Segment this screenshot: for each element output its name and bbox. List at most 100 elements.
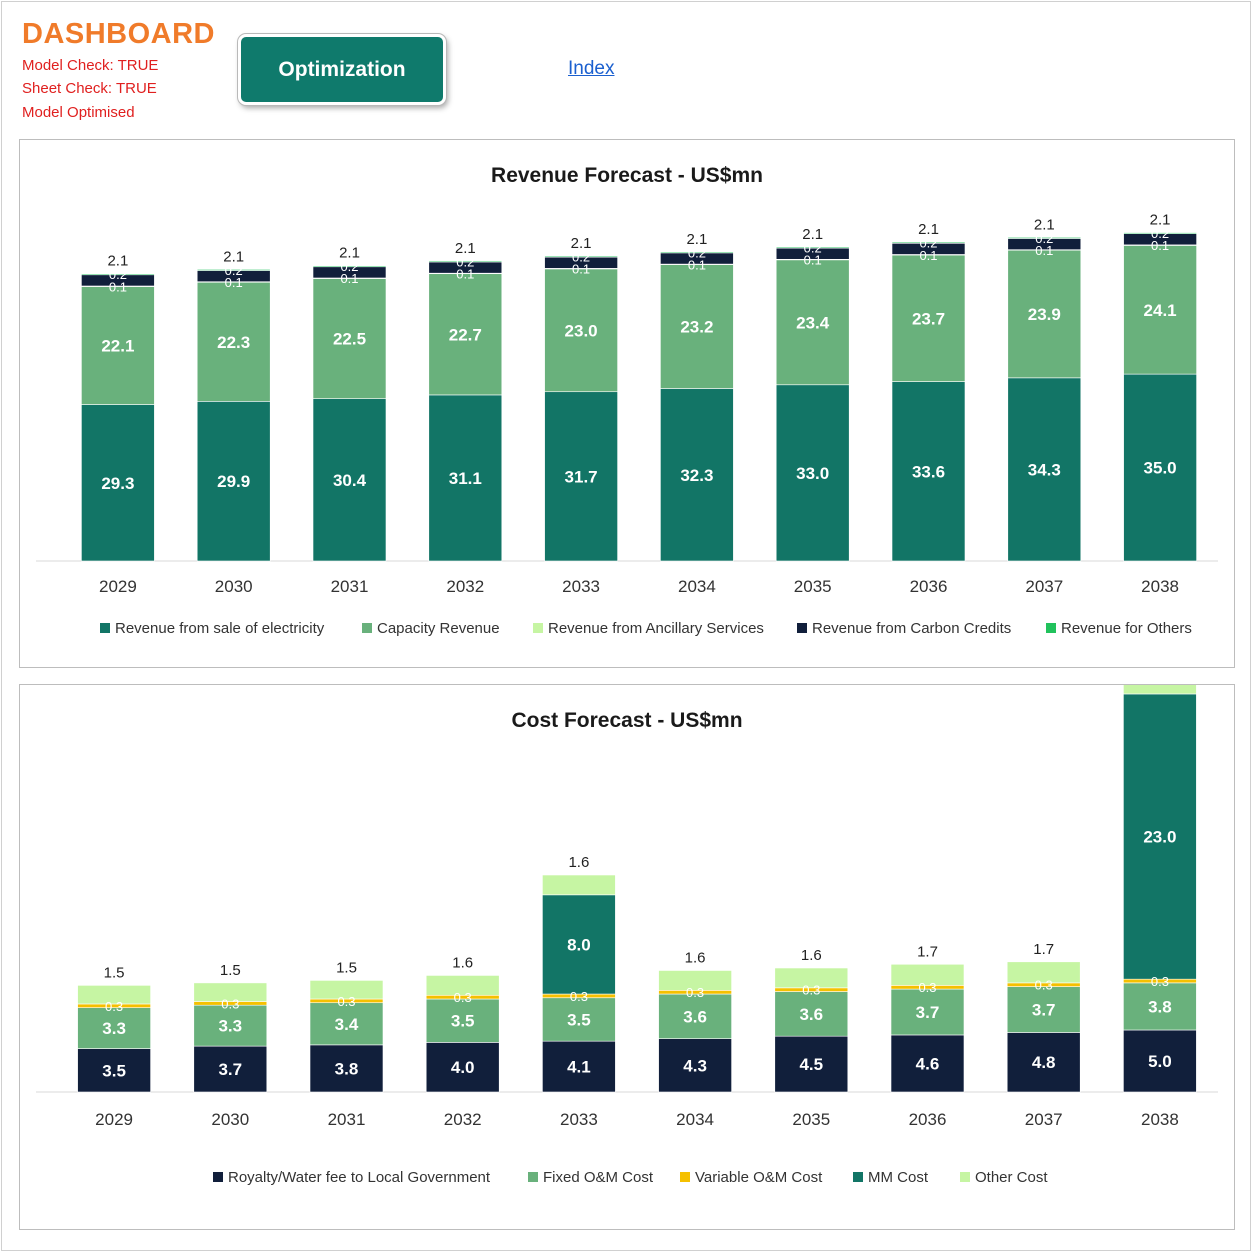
legend-swatch [533,623,543,633]
legend-swatch [362,623,372,633]
revenue-bar-capacity-revenue-2034 [660,264,734,389]
cost-label-royalty-water-fee-to-local-government-2032: 4.0 [451,1058,475,1077]
revenue-label-revenue-for-others-2037: 0.2 [1035,231,1053,246]
cost-legend-item-other-cost: Other Cost [960,1169,1048,1186]
cost-bar-royalty-water-fee-to-local-government-2030 [193,1045,268,1093]
legend-label: Revenue for Others [1061,620,1192,637]
revenue-label-capacity-revenue-2029: 22.1 [101,337,134,356]
cost-legend-item-mm-cost: MM Cost [853,1169,929,1186]
revenue-bar-capacity-revenue-2037 [1007,249,1082,379]
revenue-label-capacity-revenue-2037: 23.9 [1028,305,1061,324]
revenue-label-capacity-revenue-2033: 23.0 [565,321,598,340]
cost-bar-other-cost-2037 [1006,961,1081,984]
revenue-legend-item-revenue-from-carbon-credits: Revenue from Carbon Credits [797,620,1011,637]
cost-bar-royalty-water-fee-to-local-government-2034 [658,1038,732,1093]
revenue-bar-revenue-from-sale-of-electricity-2031 [312,398,387,562]
cost-label-fixed-o-m-cost-2036: 3.7 [916,1003,940,1022]
cost-bar-other-cost-2032 [425,975,500,996]
legend-label: Revenue from sale of electricity [115,620,325,637]
revenue-bar-revenue-for-others-2030 [196,269,271,271]
revenue-x-tick-2029: 2029 [99,577,137,596]
cost-label-royalty-water-fee-to-local-government-2035: 4.5 [799,1055,823,1074]
revenue-label-revenue-from-carbon-credits-2033: 2.1 [571,235,592,252]
revenue-bar-revenue-from-sale-of-electricity-2038 [1123,373,1197,562]
cost-bar-other-cost-2031 [309,980,384,1000]
model-optimised-status: Model Optimised [22,104,135,121]
revenue-chart-title: Revenue Forecast - US$mn [491,164,763,187]
revenue-bar-capacity-revenue-2035 [775,259,850,386]
cost-label-mm-cost-2033: 8.0 [567,935,591,954]
revenue-label-revenue-from-sale-of-electricity-2036: 33.6 [912,462,945,481]
cost-label-other-cost-2033: 1.6 [568,854,589,871]
cost-x-tick-2029: 2029 [95,1110,133,1129]
cost-label-fixed-o-m-cost-2035: 3.6 [799,1005,823,1024]
revenue-bar-revenue-from-sale-of-electricity-2030 [196,401,271,562]
cost-label-royalty-water-fee-to-local-government-2037: 4.8 [1032,1053,1056,1072]
cost-x-tick-2034: 2034 [676,1110,714,1129]
sheet-check-status: Sheet Check: TRUE [22,80,157,97]
legend-swatch [797,623,807,633]
cost-label-variable-o-m-cost-2034: 0.3 [686,985,704,1000]
cost-x-tick-2038: 2038 [1141,1110,1179,1129]
legend-swatch [528,1172,538,1182]
legend-label: Revenue from Carbon Credits [812,620,1011,637]
revenue-label-revenue-from-sale-of-electricity-2035: 33.0 [796,464,829,483]
cost-bar-fixed-o-m-cost-2038 [1123,982,1197,1031]
cost-label-other-cost-2034: 1.6 [685,949,706,966]
revenue-label-capacity-revenue-2036: 23.7 [912,309,945,328]
revenue-label-revenue-from-carbon-credits-2031: 2.1 [339,245,360,262]
cost-bar-fixed-o-m-cost-2029 [77,1007,151,1049]
cost-x-tick-2037: 2037 [1025,1110,1063,1129]
revenue-label-revenue-from-carbon-credits-2032: 2.1 [455,240,476,257]
revenue-label-revenue-from-sale-of-electricity-2037: 34.3 [1028,460,1061,479]
revenue-bar-revenue-for-others-2036 [891,241,966,244]
cost-bar-fixed-o-m-cost-2033 [542,997,616,1042]
revenue-label-revenue-from-ancillary-services-2037: 0.1 [1035,243,1053,258]
revenue-label-revenue-from-carbon-credits-2035: 2.1 [802,226,823,243]
legend-label: Other Cost [975,1169,1048,1186]
dashboard-title: DASHBOARD [22,18,215,50]
cost-chart-panel: Cost Forecast - US$mn 3.5 3.3 0.3 1.5 2029 3.7… [19,684,1235,1230]
index-link[interactable]: Index [568,58,615,79]
cost-label-royalty-water-fee-to-local-government-2038: 5.0 [1148,1052,1172,1071]
revenue-label-revenue-for-others-2038: 0.2 [1151,226,1169,241]
cost-bar-fixed-o-m-cost-2036 [890,988,965,1036]
revenue-x-tick-2030: 2030 [215,577,253,596]
revenue-label-revenue-from-ancillary-services-2036: 0.1 [919,248,937,263]
cost-bar-royalty-water-fee-to-local-government-2031 [309,1044,384,1093]
revenue-label-capacity-revenue-2031: 22.5 [333,330,366,349]
cost-bar-mm-cost-2038 [1123,693,1197,980]
cost-bar-royalty-water-fee-to-local-government-2035 [774,1035,849,1093]
cost-bar-mm-cost-2033 [542,894,616,995]
revenue-x-tick-2035: 2035 [794,577,832,596]
cost-label-mm-cost-2038: 23.0 [1143,828,1176,847]
optimization-button[interactable]: Optimization [238,34,446,105]
cost-bar-other-cost-2036 [890,963,965,986]
revenue-bar-revenue-from-sale-of-electricity-2029 [81,404,155,562]
revenue-bar-capacity-revenue-2038 [1123,245,1197,375]
revenue-x-tick-2034: 2034 [678,577,716,596]
revenue-legend-item-revenue-from-sale-of-electricity: Revenue from sale of electricity [100,620,325,637]
cost-label-fixed-o-m-cost-2030: 3.3 [218,1017,242,1036]
cost-x-tick-2033: 2033 [560,1110,598,1129]
revenue-bar-capacity-revenue-2031 [312,278,387,399]
cost-bar-royalty-water-fee-to-local-government-2037 [1006,1032,1081,1093]
revenue-legend-item-revenue-for-others: Revenue for Others [1046,620,1192,637]
revenue-forecast-chart: Revenue Forecast - US$mn29.322.10.10.22.… [36,164,1218,637]
revenue-bar-capacity-revenue-2029 [81,286,155,405]
legend-swatch [1046,623,1056,633]
revenue-label-revenue-from-sale-of-electricity-2032: 31.1 [449,469,482,488]
revenue-label-capacity-revenue-2038: 24.1 [1144,301,1177,320]
revenue-label-capacity-revenue-2035: 23.4 [796,313,830,332]
legend-label: Capacity Revenue [377,620,500,637]
revenue-label-capacity-revenue-2030: 22.3 [217,333,250,352]
revenue-label-revenue-for-others-2032: 0.2 [456,254,474,269]
revenue-bar-capacity-revenue-2030 [196,281,271,402]
revenue-label-revenue-from-ancillary-services-2032: 0.1 [456,266,474,281]
cost-bar-fixed-o-m-cost-2035 [774,991,849,1037]
cost-bar-other-cost-2029 [77,985,151,1005]
cost-bar-royalty-water-fee-to-local-government-2033 [542,1040,616,1093]
revenue-label-revenue-from-ancillary-services-2031: 0.1 [340,271,358,286]
cost-bar-fixed-o-m-cost-2032 [425,998,500,1043]
